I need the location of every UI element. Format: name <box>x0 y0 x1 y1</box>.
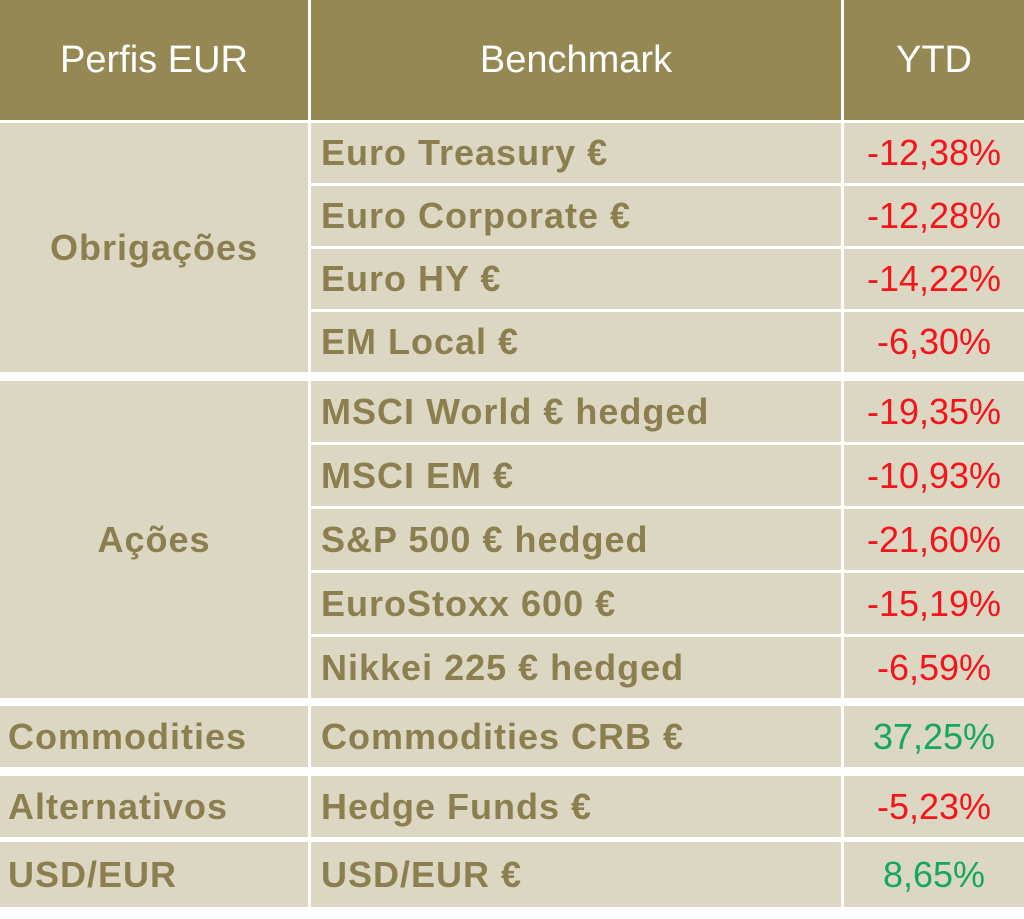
ytd-cell: -6,30% <box>844 312 1024 372</box>
group-label-alternativos: Alternativos <box>0 776 308 837</box>
benchmark-cell: USD/EUR € <box>311 842 841 907</box>
ytd-cell: -14,22% <box>844 249 1024 309</box>
ytd-cell: -12,38% <box>844 123 1024 183</box>
group-label-usd-eur: USD/EUR <box>0 842 308 907</box>
benchmark-cell: MSCI EM € <box>311 445 841 506</box>
ytd-cell: 8,65% <box>844 842 1024 907</box>
ytd-cell: -19,35% <box>844 381 1024 442</box>
benchmark-cell: Commodities CRB € <box>311 706 841 767</box>
header-ytd: YTD <box>844 0 1024 120</box>
ytd-cell: -21,60% <box>844 509 1024 570</box>
ytd-cell: -10,93% <box>844 445 1024 506</box>
group-label-acoes: Ações <box>0 381 308 698</box>
group-label-commodities: Commodities <box>0 706 308 767</box>
ytd-cell: -12,28% <box>844 186 1024 246</box>
benchmark-cell: Hedge Funds € <box>311 776 841 837</box>
group-label-obrigacoes: Obrigações <box>0 123 308 372</box>
ytd-cell: -15,19% <box>844 573 1024 634</box>
benchmark-cell: Euro HY € <box>311 249 841 309</box>
ytd-cell: -6,59% <box>844 637 1024 698</box>
ytd-cell: -5,23% <box>844 776 1024 837</box>
benchmark-cell: Nikkei 225 € hedged <box>311 637 841 698</box>
benchmark-cell: EM Local € <box>311 312 841 372</box>
benchmark-cell: S&P 500 € hedged <box>311 509 841 570</box>
header-profile: Perfis EUR <box>0 0 308 120</box>
benchmark-cell: Euro Treasury € <box>311 123 841 183</box>
header-benchmark: Benchmark <box>311 0 841 120</box>
benchmark-cell: EuroStoxx 600 € <box>311 573 841 634</box>
benchmark-cell: MSCI World € hedged <box>311 381 841 442</box>
benchmark-cell: Euro Corporate € <box>311 186 841 246</box>
ytd-cell: 37,25% <box>844 706 1024 767</box>
